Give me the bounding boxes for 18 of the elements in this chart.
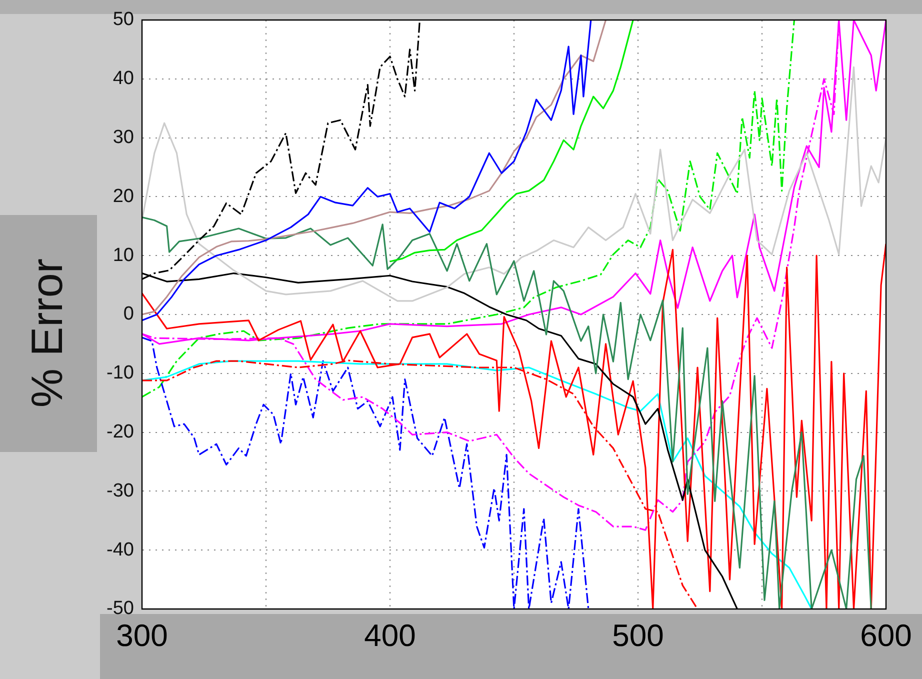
line-series [142,336,590,609]
x-tick-label: 500 [612,618,664,654]
y-tick-label: -50 [106,598,134,620]
y-tick-label: -10 [106,362,134,384]
y-axis-title: % Error [23,258,73,408]
x-tick-label: 300 [116,618,168,654]
line-series [142,20,796,398]
y-tick-label: -40 [106,539,134,560]
y-tick-label: -30 [106,480,134,502]
y-tick-label: 0 [123,304,134,325]
x-tick-label: 600 [860,618,912,654]
y-tick-label: 40 [112,68,134,90]
y-tick-label: 20 [112,186,134,207]
y-tick-label: 50 [112,9,134,30]
y-tick-label: 30 [112,127,134,148]
y-tick-label: -20 [106,422,134,443]
y-tick-label: 10 [112,244,134,266]
x-tick-label: 400 [364,618,416,654]
